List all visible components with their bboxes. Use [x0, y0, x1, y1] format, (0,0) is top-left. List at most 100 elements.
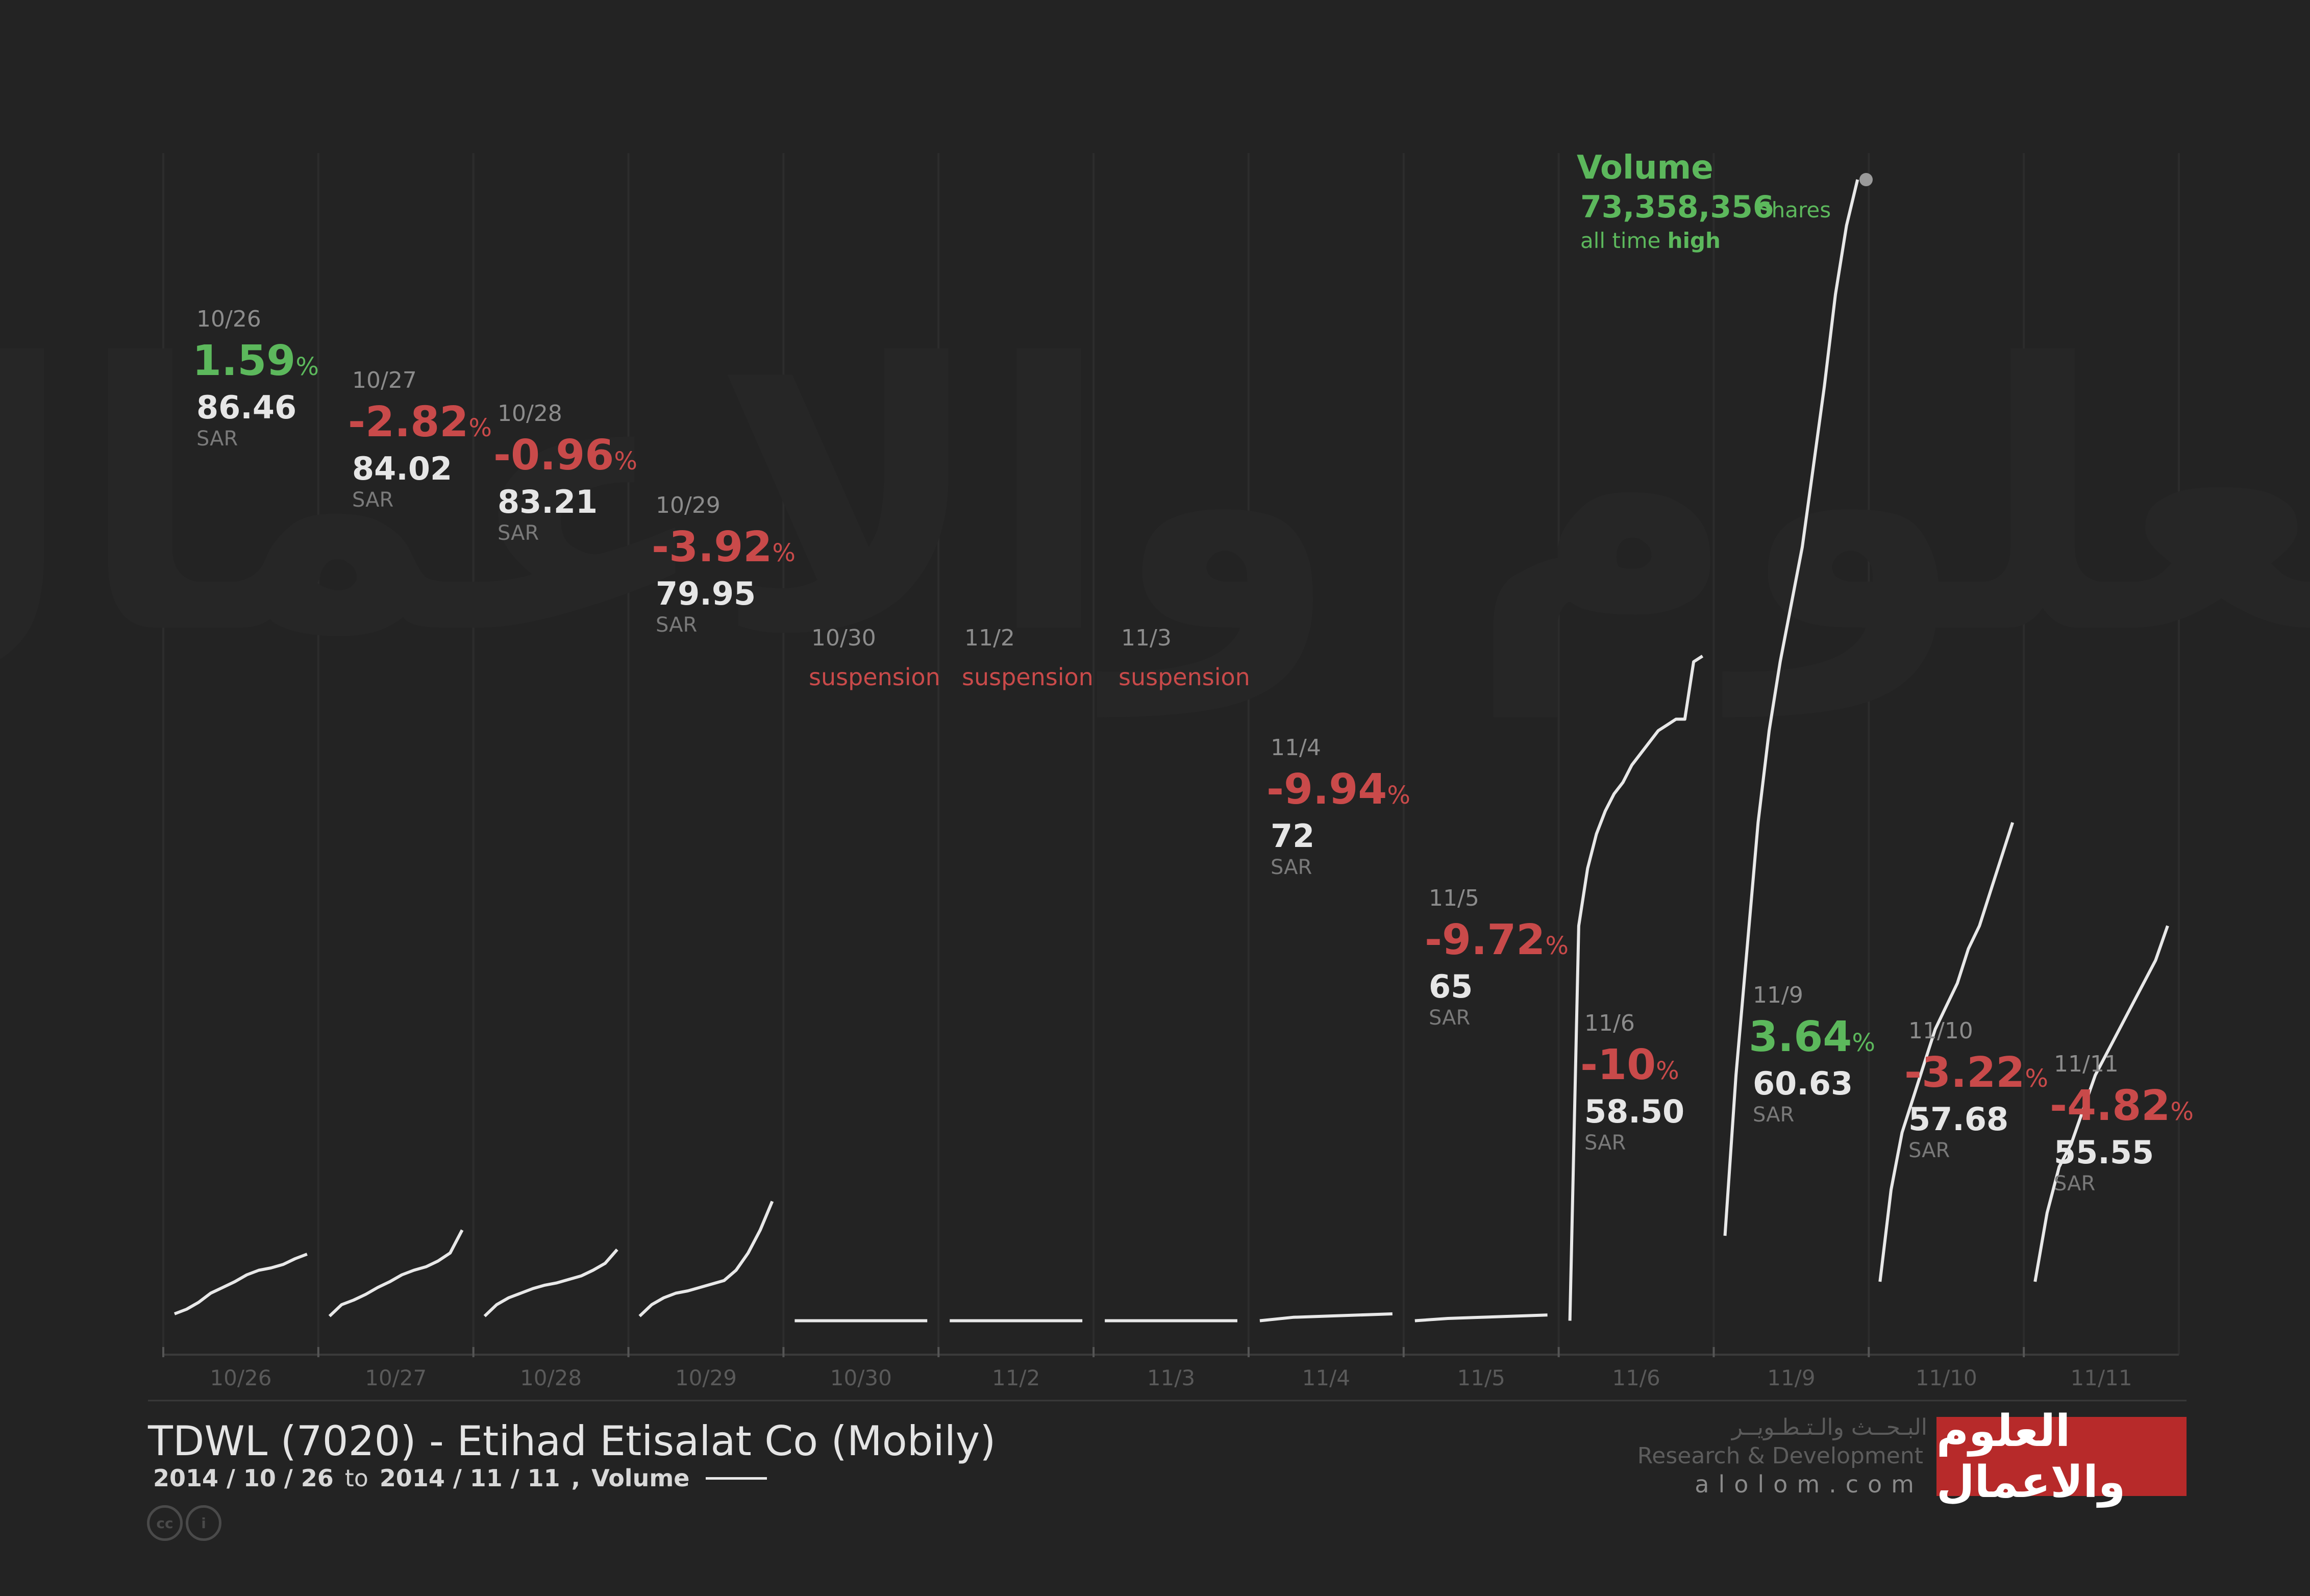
currency-label: SAR [1429, 1006, 1470, 1030]
volume-series-line [1259, 1312, 1393, 1323]
volume-series-line [1568, 655, 1704, 1321]
cc-icon: cc [147, 1505, 183, 1541]
percent-sign: % [2170, 1098, 2194, 1126]
x-tick-label: 11/11 [2071, 1365, 2132, 1390]
day-date-label: 10/27 [352, 367, 417, 393]
chart-subtitle: 2014 / 10 / 26 to 2014 / 11 / 11 , Volum… [153, 1464, 767, 1492]
day-date-label: 11/9 [1753, 982, 1803, 1008]
x-tick-label: 10/29 [675, 1365, 737, 1390]
legend-line-swatch [706, 1477, 767, 1480]
site-url: alolom.com [1695, 1470, 1923, 1498]
currency-label: SAR [1753, 1103, 1794, 1127]
volume-callout-unit: Shares [1758, 197, 1831, 222]
volume-series-line [1414, 1313, 1548, 1323]
x-tick-label: 11/5 [1457, 1365, 1505, 1390]
percent-sign: % [1852, 1029, 1875, 1057]
day-date-label: 11/6 [1584, 1010, 1635, 1036]
day-date-label: 10/28 [498, 401, 562, 427]
closing-price: 58.50 [1584, 1093, 1684, 1130]
price-change-percent: -10% [1580, 1041, 1679, 1089]
closing-price: 65 [1429, 968, 1473, 1005]
currency-label: SAR [2054, 1172, 2095, 1195]
day-date-label: 10/29 [656, 492, 721, 518]
price-change-percent: -2.82% [348, 398, 492, 446]
attribution-icon: i [186, 1505, 221, 1541]
currency-label: SAR [352, 488, 393, 512]
closing-price: 60.63 [1753, 1065, 1853, 1102]
volume-callout-emphasis: high [1668, 228, 1721, 253]
day-date-label: 11/2 [964, 625, 1015, 651]
day-date-label: 11/10 [1908, 1018, 1973, 1044]
date-from: 2014 / 10 / 26 [153, 1464, 334, 1492]
suspension-label: suspension [809, 663, 940, 691]
volume-series-line [1878, 822, 2015, 1282]
currency-label: SAR [656, 613, 697, 637]
price-change-percent: -3.92% [652, 523, 796, 571]
closing-price: 72 [1271, 817, 1314, 855]
legend-label: Volume [591, 1464, 690, 1492]
chart-title: TDWL (7020) - Etihad Etisalat Co (Mobily… [148, 1417, 996, 1465]
price-change-percent: -0.96% [493, 431, 637, 480]
price-change-percent: -9.94% [1266, 765, 1410, 814]
closing-price: 55.55 [2054, 1134, 2154, 1171]
closing-price: 57.68 [1908, 1101, 2008, 1138]
price-change-percent: -3.22% [1904, 1049, 2048, 1097]
price-change-percent: 1.59% [192, 337, 319, 385]
percent-sign: % [1545, 932, 1569, 960]
volume-callout-note: all time high [1580, 228, 1721, 253]
closing-price: 86.46 [196, 389, 296, 426]
price-change-percent: -9.72% [1425, 916, 1569, 964]
closing-price: 84.02 [352, 450, 452, 487]
x-tick-label: 11/9 [1767, 1365, 1815, 1390]
volume-series-line [173, 1253, 308, 1315]
day-date-label: 11/4 [1271, 735, 1321, 761]
percent-sign: % [295, 353, 319, 381]
price-change-percent: 3.64% [1749, 1013, 1875, 1061]
research-english-label: Research & Development [1637, 1443, 1923, 1469]
volume-callout-value: 73,358,356 [1580, 189, 1774, 225]
x-tick-label: 10/28 [520, 1365, 582, 1390]
x-tick-label: 10/30 [830, 1365, 892, 1390]
volume-series-line [328, 1229, 464, 1317]
volume-series-line [483, 1249, 618, 1317]
volume-series-line [1723, 179, 1859, 1236]
brand-logo: العلوم والاعمال [1936, 1406, 2187, 1508]
day-date-label: 10/30 [811, 625, 876, 651]
license-icons: cc i [147, 1505, 221, 1541]
date-to: 2014 / 11 / 11 [379, 1464, 560, 1492]
x-tick-label: 11/4 [1302, 1365, 1350, 1390]
x-tick-label: 11/2 [992, 1365, 1040, 1390]
subtitle-separator: , [571, 1464, 581, 1492]
volume-peak-marker [1859, 173, 1873, 186]
x-tick-label: 10/27 [365, 1365, 427, 1390]
day-date-label: 11/3 [1121, 625, 1172, 651]
x-tick-label: 11/6 [1612, 1365, 1660, 1390]
currency-label: SAR [1908, 1139, 1950, 1162]
x-tick-label: 11/10 [1916, 1365, 1977, 1390]
volume-series-line [638, 1201, 774, 1317]
volume-callout-label: Volume [1577, 149, 1713, 187]
percent-sign: % [1656, 1057, 1679, 1085]
suspension-label: suspension [1119, 663, 1250, 691]
date-to-word: to [344, 1464, 368, 1492]
closing-price: 83.21 [498, 483, 598, 520]
day-date-label: 11/11 [2054, 1051, 2119, 1077]
currency-label: SAR [1271, 856, 1312, 879]
suspension-label: suspension [962, 663, 1094, 691]
watermark-text: العلوم والاعمال [0, 287, 2310, 719]
currency-label: SAR [498, 521, 539, 545]
research-arabic-label: البـحــث والـتـطـويــر [1731, 1414, 1927, 1440]
percent-sign: % [2025, 1064, 2048, 1093]
x-tick-label: 11/3 [1147, 1365, 1195, 1390]
x-tick-label: 10/26 [210, 1365, 271, 1390]
closing-price: 79.95 [656, 575, 756, 612]
currency-label: SAR [1584, 1131, 1626, 1155]
volume-series-line [2033, 925, 2169, 1282]
percent-sign: % [1387, 781, 1410, 810]
percent-sign: % [614, 447, 637, 476]
currency-label: SAR [196, 427, 238, 451]
day-date-label: 10/26 [196, 306, 261, 332]
price-change-percent: -4.82% [2050, 1082, 2194, 1130]
day-date-label: 11/5 [1429, 885, 1479, 911]
